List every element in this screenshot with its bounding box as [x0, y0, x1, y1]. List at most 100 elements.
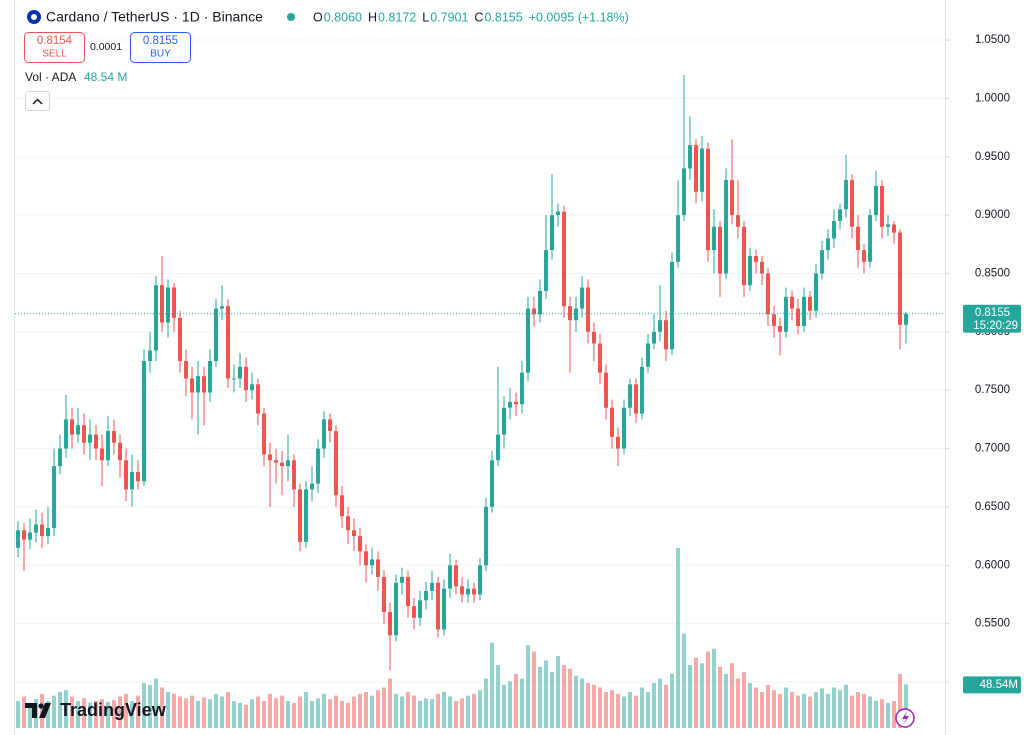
- volume-bar: [76, 701, 80, 728]
- candle-body: [862, 250, 866, 262]
- candle-body: [886, 224, 890, 227]
- volume-bar: [862, 693, 866, 728]
- candle-body: [244, 366, 248, 391]
- candle-body: [106, 431, 110, 461]
- volume-bar: [460, 698, 464, 728]
- candle-body: [754, 255, 758, 262]
- volume-bar: [670, 674, 674, 728]
- volume-bar: [142, 683, 146, 728]
- candle-body: [832, 220, 836, 239]
- candle-body: [232, 378, 236, 380]
- y-tick-label: 0.5500: [975, 618, 1010, 630]
- volume-bar: [508, 681, 512, 728]
- volume-bar: [478, 690, 482, 728]
- collapse-button[interactable]: [25, 91, 50, 111]
- volume-bar: [118, 696, 122, 728]
- volume-bar: [262, 701, 266, 728]
- candle-body: [184, 361, 188, 379]
- volume-bar: [190, 695, 194, 728]
- candle-body: [586, 287, 590, 332]
- volume-bar: [136, 695, 140, 728]
- volume-bar: [292, 702, 296, 728]
- candle-body: [694, 145, 698, 192]
- candle-body: [610, 407, 614, 437]
- candle-body: [568, 306, 572, 321]
- candle-body: [262, 413, 266, 455]
- volume-bar: [202, 697, 206, 728]
- candle-body: [520, 372, 524, 405]
- volume-bar: [748, 683, 752, 728]
- candle-body: [484, 506, 488, 566]
- candle-body: [22, 530, 26, 540]
- candle-body: [334, 431, 338, 496]
- candle-body: [898, 232, 902, 325]
- last-price-box: [963, 304, 1021, 333]
- volume-bar: [796, 695, 800, 728]
- volume-bar: [238, 702, 242, 728]
- volume-bar: [682, 633, 686, 728]
- volume-bar: [844, 684, 848, 728]
- candle-body: [652, 331, 656, 344]
- sell-button[interactable]: [24, 32, 85, 63]
- candle-body: [478, 565, 482, 595]
- y-tick-label: 0.6000: [975, 559, 1010, 571]
- volume-bar: [616, 693, 620, 728]
- y-tick-label: 0.7500: [975, 384, 1010, 396]
- candle-body: [250, 384, 254, 391]
- candle-body: [640, 366, 644, 414]
- candle-body: [526, 308, 530, 373]
- volume-bar: [250, 699, 254, 728]
- volume-bar: [472, 693, 476, 728]
- volume-bar: [838, 690, 842, 728]
- volume-bar: [526, 645, 530, 728]
- candle-body: [154, 285, 158, 351]
- candle-body: [856, 226, 860, 251]
- candle-body: [166, 287, 170, 323]
- candle-body: [628, 384, 632, 408]
- volume-bar: [610, 690, 614, 728]
- volume-bar: [622, 696, 626, 728]
- volume-bar: [310, 701, 314, 728]
- candle-body: [646, 343, 650, 367]
- candle-body: [904, 313, 908, 325]
- candle-body: [280, 462, 284, 467]
- candle-body: [208, 361, 212, 393]
- volume-value-box: [963, 676, 1021, 694]
- candle-body: [622, 407, 626, 449]
- candle-body: [700, 148, 704, 192]
- ohlc-value: 0.7901: [430, 10, 468, 24]
- candle-body: [172, 287, 176, 318]
- volume-bar: [856, 692, 860, 728]
- volume-bar: [196, 701, 200, 728]
- candle-body: [592, 331, 596, 344]
- candle-body: [214, 308, 218, 362]
- volume-bar: [652, 683, 656, 728]
- volume-bar: [124, 693, 128, 728]
- candle-body: [580, 287, 584, 309]
- volume-bar: [826, 693, 830, 728]
- candle-body: [712, 226, 716, 251]
- volume-bar: [214, 693, 218, 728]
- candle-body: [70, 419, 74, 435]
- candle-body: [52, 466, 56, 528]
- candle-body: [880, 185, 884, 227]
- candles: [15, 75, 945, 671]
- candle-body: [688, 145, 692, 169]
- volume-bar: [712, 648, 716, 728]
- volume-bar: [436, 693, 440, 728]
- volume-bar: [412, 695, 416, 728]
- volume-bar: [280, 695, 284, 728]
- candle-body: [634, 384, 638, 414]
- buy-button[interactable]: [130, 32, 191, 63]
- volume-bar: [886, 702, 890, 728]
- candle-body: [124, 460, 128, 490]
- candle-body: [766, 273, 770, 315]
- volume-bar: [730, 663, 734, 728]
- y-tick-label: 0.8500: [975, 268, 1010, 280]
- volume-bar: [766, 684, 770, 728]
- candle-body: [304, 489, 308, 542]
- sell-price: 0.8154: [37, 35, 73, 47]
- candle-body: [472, 588, 476, 595]
- volume-bar: [538, 666, 542, 728]
